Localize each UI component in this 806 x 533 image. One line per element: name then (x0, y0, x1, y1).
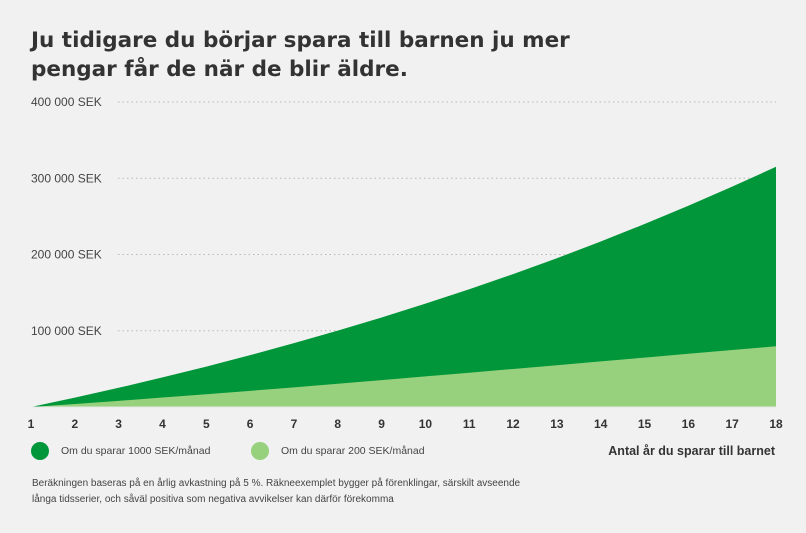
y-tick-label: 200 000 SEK (31, 248, 102, 262)
x-tick-label: 7 (291, 417, 298, 431)
chart-title: Ju tidigare du börjar spara till barnen … (31, 26, 591, 84)
x-tick-label: 15 (638, 417, 652, 431)
legend-label-200: Om du sparar 200 SEK/månad (281, 445, 425, 457)
y-tick-label: 300 000 SEK (31, 171, 102, 185)
x-tick-label: 8 (334, 417, 341, 431)
legend-label-1000: Om du sparar 1000 SEK/månad (61, 445, 211, 457)
x-axis-label: Antal år du sparar till barnet (608, 444, 775, 458)
legend-item-200: Om du sparar 200 SEK/månad (251, 441, 425, 461)
area-chart: 100 000 SEK 200 000 SEK 300 000 SEK 400 000… (28, 95, 783, 431)
x-tick-label: 2 (71, 417, 78, 431)
area-series-1 (31, 346, 776, 407)
x-tick-label: 6 (247, 417, 254, 431)
x-tick-label: 18 (769, 417, 783, 431)
legend-swatch-dark-green (31, 442, 49, 460)
legend-item-1000: Om du sparar 1000 SEK/månad (31, 441, 210, 461)
x-tick-label: 16 (682, 417, 696, 431)
x-tick-label: 4 (159, 417, 166, 431)
footnote-line-1: Beräkningen baseras på en årlig avkastni… (32, 478, 521, 489)
legend-swatch-light-green (251, 442, 269, 460)
area-series-0 (31, 166, 776, 407)
x-tick-label: 9 (378, 417, 385, 431)
x-tick-label: 12 (506, 417, 520, 431)
x-tick-label: 1 (28, 417, 35, 431)
x-tick-label: 10 (419, 417, 433, 431)
x-tick-label: 13 (550, 417, 564, 431)
y-tick-label: 100 000 SEK (31, 324, 102, 338)
x-tick-label: 14 (594, 417, 608, 431)
chart-title-line-2: pengar får de när de blir äldre. (31, 57, 408, 82)
x-tick-label: 17 (725, 417, 739, 431)
y-tick-label: 400 000 SEK (31, 95, 102, 109)
footnote-line-2: långa tidsserier, och såväl positiva som… (32, 494, 394, 505)
x-tick-labels: 1 2 3 4 5 6 7 8 9 10 11 12 13 14 15 16 17 18 (28, 417, 783, 431)
chart-title-line-1: Ju tidigare du börjar spara till barnen … (31, 28, 570, 53)
footnote: Beräkningen baseras på en årlig avkastni… (32, 476, 592, 508)
x-tick-label: 5 (203, 417, 210, 431)
x-tick-label: 3 (115, 417, 122, 431)
x-tick-label: 11 (463, 417, 476, 431)
y-tick-labels: 100 000 SEK 200 000 SEK 300 000 SEK 400 000… (31, 95, 102, 338)
area-series (31, 166, 776, 407)
